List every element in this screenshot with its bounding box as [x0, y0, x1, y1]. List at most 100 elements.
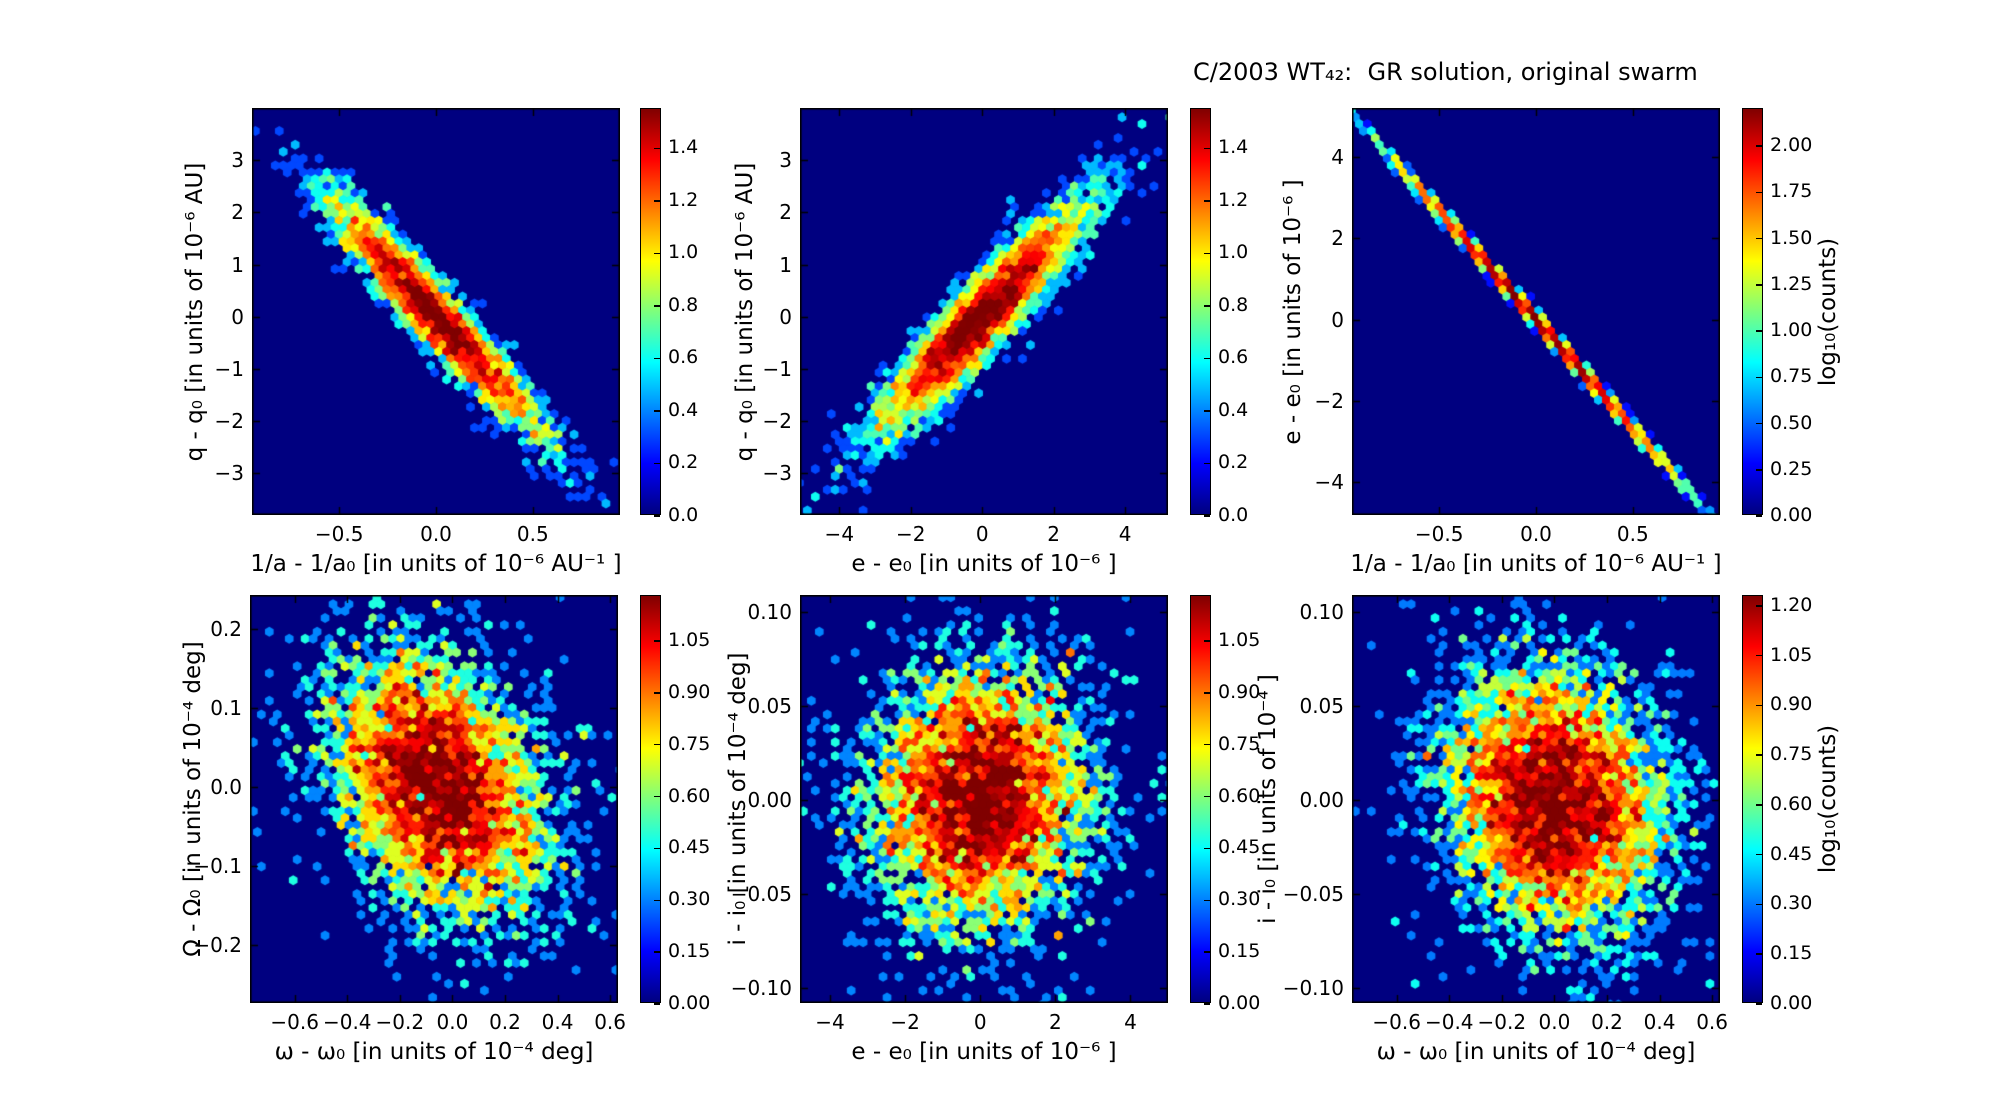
colorbar-tick-label: 0.30	[668, 888, 711, 911]
colorbar-tick-label: 0.75	[668, 732, 711, 755]
x-tick-label: −0.4	[1424, 1010, 1474, 1034]
colorbar-tick-label: 0.45	[668, 836, 711, 859]
x-tick-label: 0	[975, 522, 989, 546]
colorbar-tickmark	[654, 1003, 660, 1005]
y-tick-label: −0.1	[193, 854, 242, 879]
colorbar-tick-label: 0.30	[1218, 888, 1261, 911]
colorbar-tick-label: 0.25	[1770, 457, 1813, 480]
colorbar-tick-label: 0.4	[668, 398, 699, 421]
colorbar-tickmark	[1756, 1003, 1762, 1005]
colorbar-tick-label: 0.60	[1218, 784, 1261, 807]
colorbar-tick-label: 0.30	[1770, 892, 1813, 915]
x-axis-label: 1/a - 1/a₀ [in units of 10⁻⁶ AU⁻¹ ]	[250, 551, 622, 577]
colorbar-tickmark	[1756, 754, 1762, 756]
figure-title: C/2003 WT₄₂: GR solution, original swarm	[1193, 58, 1698, 86]
colorbar-tickmark	[1204, 200, 1210, 202]
colorbar-tickmark	[1756, 191, 1762, 193]
colorbar-tick-label: 0.60	[1770, 792, 1813, 815]
y-tick-label: 0.00	[1299, 787, 1344, 812]
y-tick-label: 1	[231, 252, 244, 277]
y-tick-label: 3	[779, 148, 792, 173]
hexbin-plot	[800, 595, 1168, 1003]
hexbin-plot	[1352, 595, 1720, 1003]
colorbar-tick-label: 1.4	[668, 136, 699, 159]
colorbar-tickmark	[1756, 654, 1762, 657]
colorbar-tick-label: 1.75	[1770, 180, 1813, 203]
x-tick-label: 0.5	[516, 522, 549, 546]
x-tick-label: −0.5	[1414, 522, 1464, 546]
colorbar-tick-label: 0.00	[1770, 504, 1813, 526]
y-tick-label: 3	[231, 148, 244, 173]
colorbar-tickmark	[1204, 899, 1210, 902]
x-tick-label: 2	[1048, 1010, 1062, 1034]
colorbar-tickmark	[654, 515, 660, 517]
y-tick-label: 0.05	[1299, 693, 1344, 718]
colorbar-tick-label: 1.05	[1218, 628, 1261, 651]
colorbar-tick-label: 0.0	[668, 504, 699, 526]
x-tick-label: 0.0	[1520, 522, 1552, 546]
x-tick-label: 0	[973, 1010, 987, 1034]
colorbar-tick-label: 1.25	[1770, 272, 1813, 295]
colorbar-tick-label: 1.00	[1770, 319, 1813, 341]
x-tick-label: 0.2	[1591, 1010, 1623, 1034]
colorbar-tick-label: 1.2	[668, 188, 699, 211]
colorbar-tickmark	[1204, 951, 1210, 953]
y-tick-label: −2	[762, 409, 792, 434]
y-tick-label: 0	[1331, 307, 1344, 332]
colorbar-tick-label: 0.00	[1770, 992, 1813, 1014]
colorbar-tickmark	[1204, 640, 1210, 642]
y-tick-label: −1	[214, 356, 244, 381]
colorbar-tickmark	[1756, 376, 1762, 378]
colorbar-tickmark	[654, 951, 660, 953]
hexbin-plot	[250, 595, 618, 1003]
colorbar	[640, 595, 661, 1005]
y-tick-label: −4	[1314, 470, 1344, 495]
y-tick-label: −0.05	[730, 881, 792, 906]
x-tick-label: −0.5	[314, 522, 364, 546]
colorbar-tick-label: 0.90	[1770, 693, 1813, 716]
colorbar-tick-label: 1.05	[668, 628, 711, 651]
colorbar-tickmark	[1756, 853, 1762, 856]
y-tick-label: −1	[762, 356, 792, 381]
colorbar-tickmark	[654, 899, 660, 902]
x-tick-label: 4	[1124, 1010, 1137, 1034]
x-tick-label: 0.4	[1643, 1010, 1676, 1034]
colorbar-tick-label: 1.2	[1218, 188, 1249, 211]
colorbar	[1190, 108, 1211, 517]
y-tick-label: −2	[214, 409, 244, 434]
x-tick-label: −4	[824, 522, 855, 546]
y-tick-label: 0	[231, 304, 244, 329]
colorbar-tick-label: 1.4	[1218, 136, 1249, 159]
colorbar-tickmark	[1204, 147, 1210, 150]
hexbin-plot	[252, 108, 620, 515]
x-tick-label: −0.4	[322, 1010, 372, 1034]
x-tick-label: 0.0	[436, 1010, 469, 1034]
y-tick-label: −3	[762, 461, 792, 486]
y-tick-label: 0.10	[1299, 599, 1344, 624]
colorbar-tick-label: 0.90	[1218, 680, 1261, 703]
colorbar-tickmark	[654, 410, 660, 412]
colorbar-tickmark	[654, 795, 660, 798]
colorbar-tickmark	[1756, 330, 1762, 332]
colorbar-tickmark	[654, 252, 660, 255]
colorbar-tickmark	[654, 147, 660, 150]
colorbar	[1742, 108, 1763, 517]
y-tick-label: 4	[1331, 144, 1344, 169]
colorbar-tick-label: 0.0	[1218, 504, 1249, 526]
y-tick-label: 0.1	[210, 696, 242, 721]
x-tick-label: 4	[1118, 522, 1132, 546]
colorbar-tick-label: 0.45	[1218, 836, 1261, 859]
y-tick-label: 2	[779, 200, 792, 225]
y-tick-label: 0.00	[747, 787, 792, 812]
x-tick-label: 0.0	[1538, 1010, 1571, 1034]
y-tick-label: 2	[1331, 226, 1344, 251]
colorbar-tick-label: 0.90	[668, 680, 711, 703]
x-tick-label: −0.6	[1372, 1010, 1421, 1034]
colorbar	[1742, 595, 1763, 1005]
colorbar-tickmark	[1204, 743, 1210, 746]
colorbar-tickmark	[1204, 410, 1210, 412]
colorbar-tickmark	[1204, 515, 1210, 517]
colorbar-tickmark	[1756, 422, 1762, 425]
colorbar-tick-label: 1.50	[1770, 226, 1813, 249]
x-tick-label: −4	[815, 1010, 845, 1034]
